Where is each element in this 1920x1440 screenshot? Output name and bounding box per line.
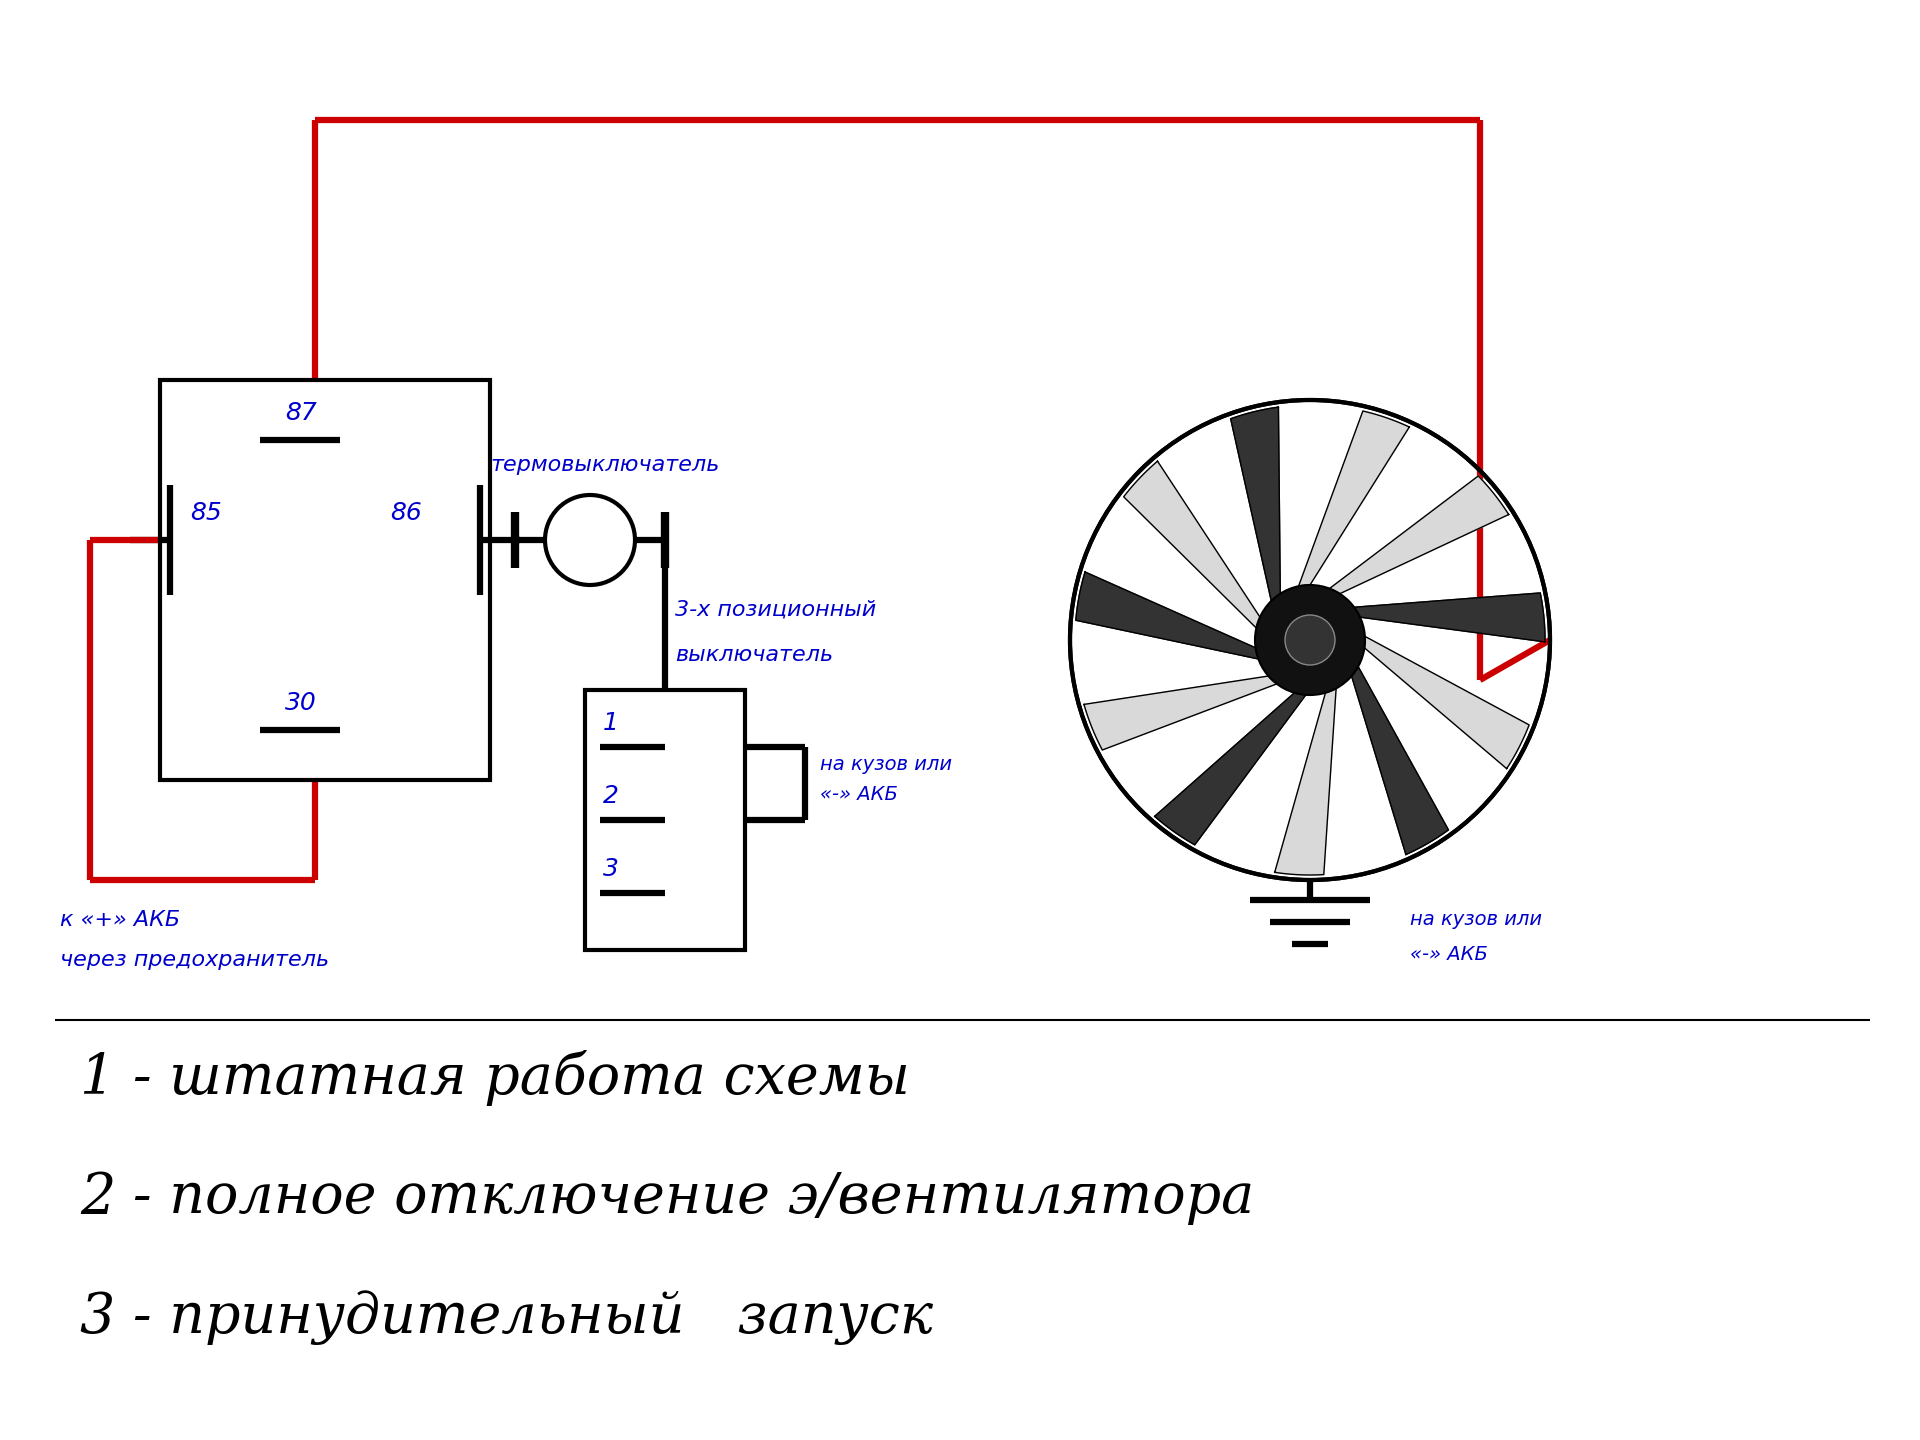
Text: 87: 87 <box>284 400 317 425</box>
Polygon shape <box>1085 675 1277 750</box>
Polygon shape <box>1123 461 1260 628</box>
Text: 2 - полное отключение э/вентилятора: 2 - полное отключение э/вентилятора <box>81 1169 1254 1224</box>
Text: 2: 2 <box>603 783 618 808</box>
Polygon shape <box>1075 572 1258 660</box>
Text: «-» АКБ: «-» АКБ <box>1409 945 1488 963</box>
Text: 30: 30 <box>284 691 317 716</box>
Polygon shape <box>1352 667 1448 854</box>
Polygon shape <box>1298 410 1409 586</box>
Text: на кузов или: на кузов или <box>820 755 952 773</box>
Polygon shape <box>1231 408 1281 600</box>
Polygon shape <box>1275 688 1336 876</box>
Circle shape <box>1256 585 1365 696</box>
Polygon shape <box>1365 636 1528 769</box>
Text: 1: 1 <box>603 711 618 736</box>
Text: 3 - принудительный   запуск: 3 - принудительный запуск <box>81 1290 933 1345</box>
Text: 3: 3 <box>603 857 618 881</box>
Text: на кузов или: на кузов или <box>1409 910 1542 929</box>
Text: термовыключатель: термовыключатель <box>490 455 720 475</box>
Text: к «+» АКБ: к «+» АКБ <box>60 910 180 930</box>
Text: 1 - штатная работа схемы: 1 - штатная работа схемы <box>81 1050 910 1106</box>
Polygon shape <box>1154 693 1306 845</box>
Text: 86: 86 <box>390 501 422 526</box>
Bar <box>586 690 745 950</box>
Polygon shape <box>1329 477 1509 593</box>
Text: через предохранитель: через предохранитель <box>60 950 328 971</box>
Text: 85: 85 <box>190 501 221 526</box>
Circle shape <box>1284 615 1334 665</box>
Text: «-» АКБ: «-» АКБ <box>820 785 899 804</box>
Bar <box>159 380 490 780</box>
Text: выключатель: выключатель <box>676 645 833 665</box>
Text: 3-х позиционный: 3-х позиционный <box>676 600 876 621</box>
Polygon shape <box>1354 593 1546 642</box>
